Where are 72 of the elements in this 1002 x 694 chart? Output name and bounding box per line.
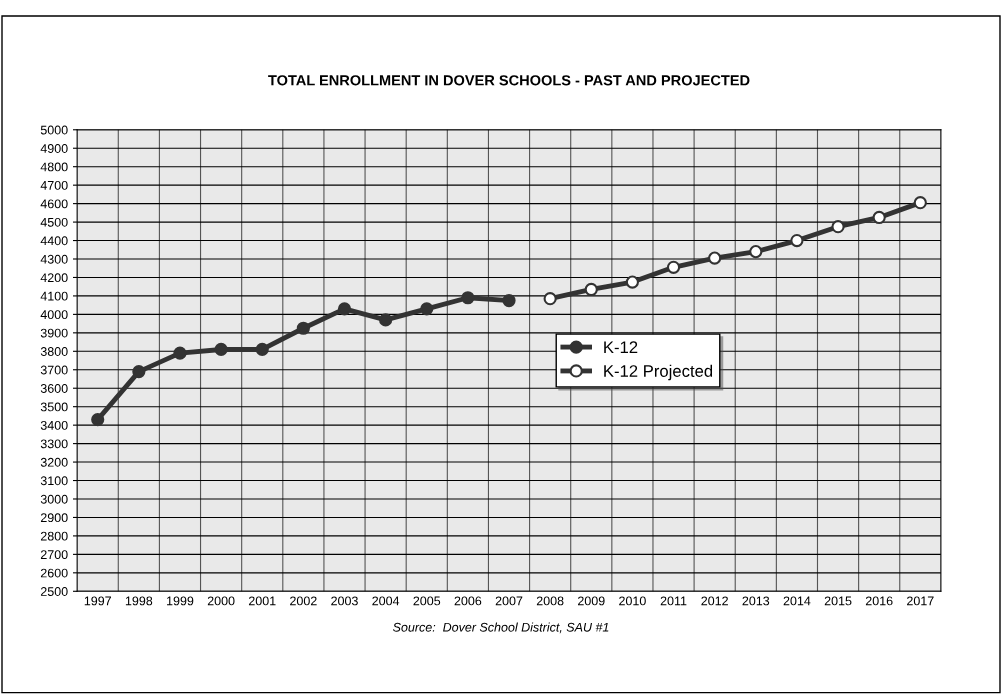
point <box>420 302 434 316</box>
legend-label: K-12 Projected <box>604 364 713 381</box>
x-tick-label: 2012 <box>701 596 728 606</box>
x-tick-label: 2013 <box>742 596 770 606</box>
x-tick-label: 1997 <box>84 596 111 606</box>
y-tick-label: 4900 <box>40 144 68 153</box>
y-tick-label: 3200 <box>40 457 68 467</box>
point <box>584 282 598 297</box>
x-tick-label: 2003 <box>331 596 358 606</box>
y-tick-label: 4400 <box>40 236 68 246</box>
y-tick-label: 4000 <box>40 310 68 320</box>
point <box>173 346 187 360</box>
x-tick-label: 2014 <box>783 596 811 606</box>
y-tick-label: 3300 <box>40 439 68 449</box>
y-tick-label: 4200 <box>40 273 68 283</box>
y-tick-label: 3800 <box>40 347 68 356</box>
y-tick-label: 4700 <box>40 180 68 190</box>
x-tick-label: 1999 <box>167 596 194 606</box>
y-tick-label: 2500 <box>40 587 68 596</box>
x-tick-label: 2010 <box>619 596 646 606</box>
y-tick-label: 3700 <box>40 365 68 375</box>
point <box>790 233 804 248</box>
y-tick-label: 4600 <box>40 199 68 209</box>
point <box>379 313 393 327</box>
x-tick-label: 2001 <box>248 596 276 606</box>
y-tick-label: 2800 <box>40 531 68 541</box>
y-tick-label: 2700 <box>40 550 68 560</box>
point <box>214 342 228 357</box>
x-tick-label: 2000 <box>207 596 235 606</box>
point <box>461 291 475 305</box>
y-tick-label: 2900 <box>40 513 68 523</box>
point <box>708 251 722 265</box>
x-tick-label: 2006 <box>454 596 482 606</box>
point <box>749 245 763 259</box>
chart-title: TOTAL ENROLLMENT IN DOVER SCHOOLS - PAST AND PROJECTED <box>268 75 750 86</box>
point <box>872 210 886 225</box>
point <box>625 275 639 289</box>
y-tick-label: 3600 <box>40 384 68 393</box>
legend-label: K-12 <box>604 341 638 353</box>
y-tick-label: 4800 <box>40 162 68 172</box>
x-tick-label: 2017 <box>907 596 934 606</box>
point <box>502 293 516 308</box>
point <box>296 321 310 335</box>
y-tick-label: 3400 <box>40 420 68 430</box>
x-tick-label: 2015 <box>824 596 852 606</box>
point <box>831 220 845 234</box>
point <box>543 292 557 306</box>
point <box>255 342 269 357</box>
y-tick-label: 3100 <box>40 476 68 486</box>
y-tick-label: 3000 <box>40 494 68 504</box>
x-tick-label: 2005 <box>413 596 441 606</box>
x-tick-label: 2002 <box>290 596 317 606</box>
y-tick-label: 5000 <box>40 125 68 135</box>
y-tick-label: 3900 <box>40 328 68 338</box>
x-tick-label: 2016 <box>865 596 893 606</box>
x-tick-label: 2008 <box>536 596 564 606</box>
point <box>91 413 105 427</box>
y-tick-label: 2600 <box>40 568 68 578</box>
x-tick-label: 2011 <box>660 596 687 606</box>
x-tick-label: 1998 <box>125 596 153 606</box>
x-tick-label: 2009 <box>578 596 605 606</box>
y-tick-label: 4500 <box>40 217 68 227</box>
point <box>913 196 927 210</box>
point <box>337 302 352 316</box>
point <box>666 260 681 274</box>
point <box>132 365 146 379</box>
source-note: Source: Dover School District, SAU #1 <box>392 622 609 634</box>
y-tick-label: 4100 <box>40 291 68 301</box>
x-tick-label: 2007 <box>495 596 523 606</box>
y-tick-label: 4300 <box>40 254 68 264</box>
y-tick-label: 3500 <box>40 402 68 412</box>
x-tick-label: 2004 <box>372 596 400 606</box>
